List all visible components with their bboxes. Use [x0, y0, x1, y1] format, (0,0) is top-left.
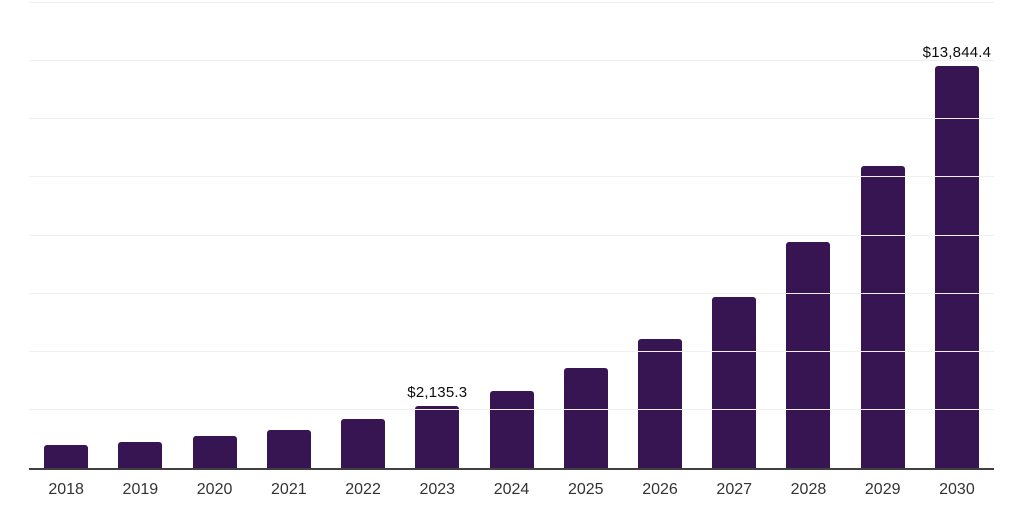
bar-column-2020	[177, 3, 251, 468]
x-axis-label-2022: 2022	[345, 481, 381, 498]
gridline	[29, 292, 994, 294]
bars-row: $2,135.3 $13,844.4	[29, 3, 994, 468]
x-axis-label-2026: 2026	[642, 481, 678, 498]
bar-2029[interactable]	[860, 165, 905, 468]
bar-column-2021	[252, 3, 326, 468]
gridline	[29, 234, 994, 236]
x-axis-label-2018: 2018	[48, 481, 84, 498]
plot-area: $2,135.3 $13,844.4	[29, 2, 994, 470]
bar-2018[interactable]	[44, 444, 89, 468]
bar-2020[interactable]	[192, 436, 237, 468]
bar-column-2026	[623, 3, 697, 468]
bar-2028[interactable]	[786, 242, 831, 468]
bar-column-2025	[549, 3, 623, 468]
gridline	[29, 176, 994, 178]
bar-column-2019	[103, 3, 177, 468]
bar-2030[interactable]	[934, 65, 979, 468]
bar-column-2027	[697, 3, 771, 468]
bar-2024[interactable]	[489, 390, 534, 468]
bar-column-2024	[474, 3, 548, 468]
x-axis-label-2023: 2023	[419, 481, 456, 498]
bar-column-2029	[846, 3, 920, 468]
bar-2022[interactable]	[341, 419, 386, 468]
gridline	[29, 60, 994, 62]
x-axis-label-2025: 2025	[567, 481, 604, 498]
bar-column-2018	[29, 3, 103, 468]
bar-value-label-2030: $13,844.4	[922, 43, 992, 61]
x-axis-label-2020: 2020	[196, 481, 233, 498]
bar-column-2022	[326, 3, 400, 468]
x-axis-label-2019: 2019	[122, 481, 159, 498]
bar-2023[interactable]	[415, 405, 460, 468]
x-axis-label-2021: 2021	[271, 481, 307, 498]
gridline	[29, 350, 994, 352]
x-axis-label-2027: 2027	[716, 481, 753, 498]
gridline	[29, 408, 994, 410]
bar-column-2030: $13,844.4	[920, 3, 994, 468]
bar-column-2023: $2,135.3	[400, 3, 474, 468]
bar-2026[interactable]	[637, 338, 682, 468]
gridline	[29, 118, 994, 120]
bar-2021[interactable]	[266, 429, 311, 468]
gridline	[29, 2, 994, 3]
bar-2027[interactable]	[712, 296, 757, 468]
bar-2025[interactable]	[563, 368, 608, 468]
x-axis-label-2024: 2024	[493, 481, 530, 498]
x-axis-label-2030: 2030	[939, 481, 975, 498]
bar-2019[interactable]	[118, 442, 163, 468]
x-axis-label-2029: 2029	[864, 481, 901, 498]
bar-value-label-2023: $2,135.3	[407, 383, 468, 401]
bar-column-2028	[771, 3, 845, 468]
x-axis-label-2028: 2028	[790, 481, 827, 498]
x-axis-labels: 2018 2019 2020 2021 2022 2023 2024 2025 2026 2027…	[29, 482, 994, 498]
